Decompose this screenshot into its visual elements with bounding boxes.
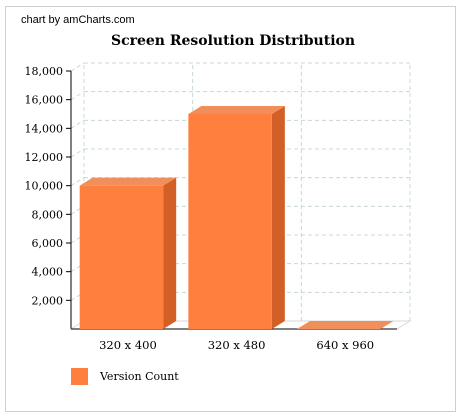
y-gridline-depth [70,291,85,301]
y-gridline-depth [70,234,85,244]
legend: Version Count [71,368,179,385]
y-gridline-depth [70,148,85,158]
bar[interactable] [79,177,177,329]
y-tick-label: 2,000 [32,294,64,307]
y-tick-label: 16,000 [25,94,64,107]
y-gridline-depth [70,119,85,129]
bar-side [163,177,177,329]
y-tick-label: 4,000 [32,266,64,279]
y-gridline-depth [70,205,85,215]
y-gridline-depth [70,263,85,273]
y-tick-label: 14,000 [25,122,64,135]
y-tick-label: 18,000 [25,65,64,78]
y-gridline-depth [70,91,85,101]
bar-top [297,321,394,329]
y-gridline-depth [70,62,85,72]
bar[interactable] [188,106,285,329]
y-tick-label: 8,000 [32,208,64,221]
x-tick-label: 320 x 400 [99,338,157,352]
legend-swatch-version-count[interactable] [71,368,88,385]
bar-top [188,106,285,114]
x-tick-label: 640 x 960 [316,338,374,352]
bar-layer [79,106,394,329]
x-tick-label: 320 x 480 [208,338,266,352]
bar-top [79,177,177,186]
bar-front [188,114,272,329]
chart-title: Screen Resolution Distribution [111,33,355,49]
y-tick-label: 10,000 [25,180,64,193]
y-tick-label: 12,000 [25,151,64,164]
bar[interactable] [297,321,394,329]
amcharts-credit-link[interactable]: chart by amCharts.com [21,14,135,26]
y-gridline-depth [70,177,85,187]
legend-label-version-count: Version Count [100,370,179,383]
label-layer: 2,000 4,000 6,000 8,000 10,000 12,000 14,000 16… [25,65,375,352]
y-tick-label: 6,000 [32,237,64,250]
bar-side [271,106,285,329]
bar-front [79,185,164,329]
